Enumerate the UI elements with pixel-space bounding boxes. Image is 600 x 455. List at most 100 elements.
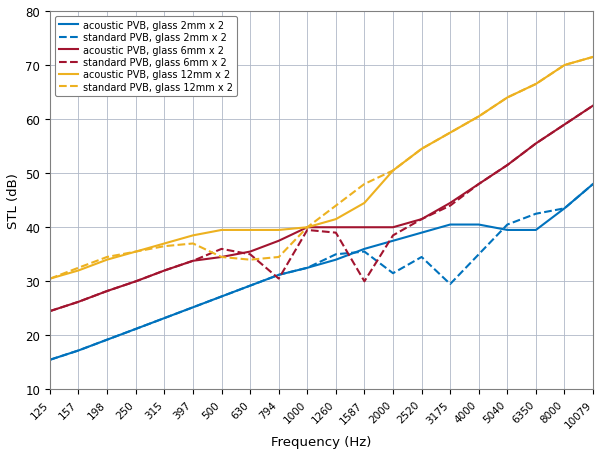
acoustic PVB, glass 6mm x 2: [46, 308, 53, 314]
acoustic PVB, glass 6mm x 2: [218, 255, 225, 260]
acoustic PVB, glass 6mm x 2: [190, 258, 197, 264]
standard PVB, glass 2mm x 2: [275, 273, 283, 278]
acoustic PVB, glass 2mm x 2: [332, 258, 340, 263]
standard PVB, glass 2mm x 2: [247, 283, 254, 289]
Line: standard PVB, glass 6mm x 2: standard PVB, glass 6mm x 2: [50, 106, 593, 311]
standard PVB, glass 6mm x 2: [504, 163, 511, 168]
standard PVB, glass 6mm x 2: [190, 258, 197, 264]
acoustic PVB, glass 2mm x 2: [218, 294, 225, 299]
standard PVB, glass 2mm x 2: [74, 348, 82, 354]
acoustic PVB, glass 2mm x 2: [247, 283, 254, 289]
Line: acoustic PVB, glass 2mm x 2: acoustic PVB, glass 2mm x 2: [50, 185, 593, 360]
Legend: acoustic PVB, glass 2mm x 2, standard PVB, glass 2mm x 2, acoustic PVB, glass 6m: acoustic PVB, glass 2mm x 2, standard PV…: [55, 17, 237, 96]
standard PVB, glass 12mm x 2: [190, 241, 197, 247]
acoustic PVB, glass 2mm x 2: [532, 228, 539, 233]
standard PVB, glass 12mm x 2: [304, 225, 311, 231]
standard PVB, glass 6mm x 2: [103, 288, 110, 294]
standard PVB, glass 2mm x 2: [561, 206, 568, 212]
standard PVB, glass 12mm x 2: [74, 265, 82, 271]
acoustic PVB, glass 6mm x 2: [304, 225, 311, 231]
standard PVB, glass 2mm x 2: [361, 249, 368, 255]
standard PVB, glass 12mm x 2: [361, 182, 368, 187]
acoustic PVB, glass 2mm x 2: [475, 222, 482, 228]
acoustic PVB, glass 12mm x 2: [332, 217, 340, 222]
standard PVB, glass 2mm x 2: [46, 357, 53, 363]
Line: standard PVB, glass 2mm x 2: standard PVB, glass 2mm x 2: [50, 185, 593, 360]
standard PVB, glass 6mm x 2: [361, 279, 368, 284]
acoustic PVB, glass 12mm x 2: [304, 225, 311, 231]
standard PVB, glass 2mm x 2: [418, 255, 425, 260]
Line: standard PVB, glass 12mm x 2: standard PVB, glass 12mm x 2: [50, 58, 593, 279]
acoustic PVB, glass 12mm x 2: [247, 228, 254, 233]
standard PVB, glass 12mm x 2: [418, 147, 425, 152]
standard PVB, glass 6mm x 2: [561, 122, 568, 128]
acoustic PVB, glass 6mm x 2: [504, 163, 511, 168]
standard PVB, glass 2mm x 2: [446, 282, 454, 287]
standard PVB, glass 2mm x 2: [103, 337, 110, 343]
standard PVB, glass 6mm x 2: [132, 279, 139, 284]
standard PVB, glass 12mm x 2: [218, 255, 225, 260]
X-axis label: Frequency (Hz): Frequency (Hz): [271, 435, 372, 448]
acoustic PVB, glass 2mm x 2: [304, 265, 311, 271]
standard PVB, glass 6mm x 2: [304, 228, 311, 233]
acoustic PVB, glass 2mm x 2: [361, 247, 368, 252]
acoustic PVB, glass 12mm x 2: [532, 82, 539, 87]
acoustic PVB, glass 12mm x 2: [275, 228, 283, 233]
standard PVB, glass 6mm x 2: [247, 252, 254, 258]
Line: acoustic PVB, glass 6mm x 2: acoustic PVB, glass 6mm x 2: [50, 106, 593, 311]
acoustic PVB, glass 12mm x 2: [589, 55, 596, 61]
acoustic PVB, glass 2mm x 2: [132, 326, 139, 332]
acoustic PVB, glass 6mm x 2: [532, 142, 539, 147]
Y-axis label: STL (dB): STL (dB): [7, 173, 20, 229]
acoustic PVB, glass 6mm x 2: [247, 249, 254, 255]
acoustic PVB, glass 12mm x 2: [190, 233, 197, 238]
acoustic PVB, glass 2mm x 2: [46, 357, 53, 363]
standard PVB, glass 12mm x 2: [389, 168, 397, 174]
standard PVB, glass 12mm x 2: [332, 203, 340, 209]
standard PVB, glass 12mm x 2: [504, 96, 511, 101]
standard PVB, glass 6mm x 2: [332, 230, 340, 236]
acoustic PVB, glass 2mm x 2: [275, 273, 283, 278]
standard PVB, glass 6mm x 2: [589, 104, 596, 109]
acoustic PVB, glass 12mm x 2: [446, 131, 454, 136]
acoustic PVB, glass 12mm x 2: [361, 201, 368, 206]
acoustic PVB, glass 6mm x 2: [74, 299, 82, 305]
acoustic PVB, glass 6mm x 2: [475, 182, 482, 187]
acoustic PVB, glass 12mm x 2: [218, 228, 225, 233]
acoustic PVB, glass 12mm x 2: [46, 276, 53, 282]
acoustic PVB, glass 6mm x 2: [275, 238, 283, 244]
acoustic PVB, glass 6mm x 2: [389, 225, 397, 231]
standard PVB, glass 6mm x 2: [418, 217, 425, 222]
standard PVB, glass 12mm x 2: [561, 63, 568, 69]
acoustic PVB, glass 6mm x 2: [418, 217, 425, 222]
acoustic PVB, glass 2mm x 2: [504, 228, 511, 233]
standard PVB, glass 6mm x 2: [446, 203, 454, 209]
acoustic PVB, glass 6mm x 2: [161, 268, 168, 273]
standard PVB, glass 6mm x 2: [218, 247, 225, 252]
standard PVB, glass 6mm x 2: [46, 308, 53, 314]
standard PVB, glass 6mm x 2: [161, 268, 168, 273]
standard PVB, glass 12mm x 2: [589, 55, 596, 61]
standard PVB, glass 2mm x 2: [389, 271, 397, 276]
acoustic PVB, glass 2mm x 2: [161, 316, 168, 321]
standard PVB, glass 2mm x 2: [132, 326, 139, 332]
standard PVB, glass 12mm x 2: [132, 249, 139, 255]
standard PVB, glass 2mm x 2: [475, 252, 482, 258]
standard PVB, glass 12mm x 2: [161, 244, 168, 249]
acoustic PVB, glass 12mm x 2: [418, 147, 425, 152]
acoustic PVB, glass 12mm x 2: [74, 268, 82, 273]
Line: acoustic PVB, glass 12mm x 2: acoustic PVB, glass 12mm x 2: [50, 58, 593, 279]
standard PVB, glass 2mm x 2: [161, 316, 168, 321]
acoustic PVB, glass 2mm x 2: [190, 305, 197, 310]
acoustic PVB, glass 6mm x 2: [132, 279, 139, 284]
acoustic PVB, glass 6mm x 2: [446, 201, 454, 206]
standard PVB, glass 12mm x 2: [475, 114, 482, 120]
standard PVB, glass 6mm x 2: [475, 182, 482, 187]
acoustic PVB, glass 12mm x 2: [561, 63, 568, 69]
standard PVB, glass 2mm x 2: [589, 182, 596, 187]
acoustic PVB, glass 2mm x 2: [446, 222, 454, 228]
acoustic PVB, glass 2mm x 2: [418, 230, 425, 236]
standard PVB, glass 12mm x 2: [103, 255, 110, 260]
standard PVB, glass 2mm x 2: [218, 294, 225, 299]
acoustic PVB, glass 12mm x 2: [161, 241, 168, 247]
